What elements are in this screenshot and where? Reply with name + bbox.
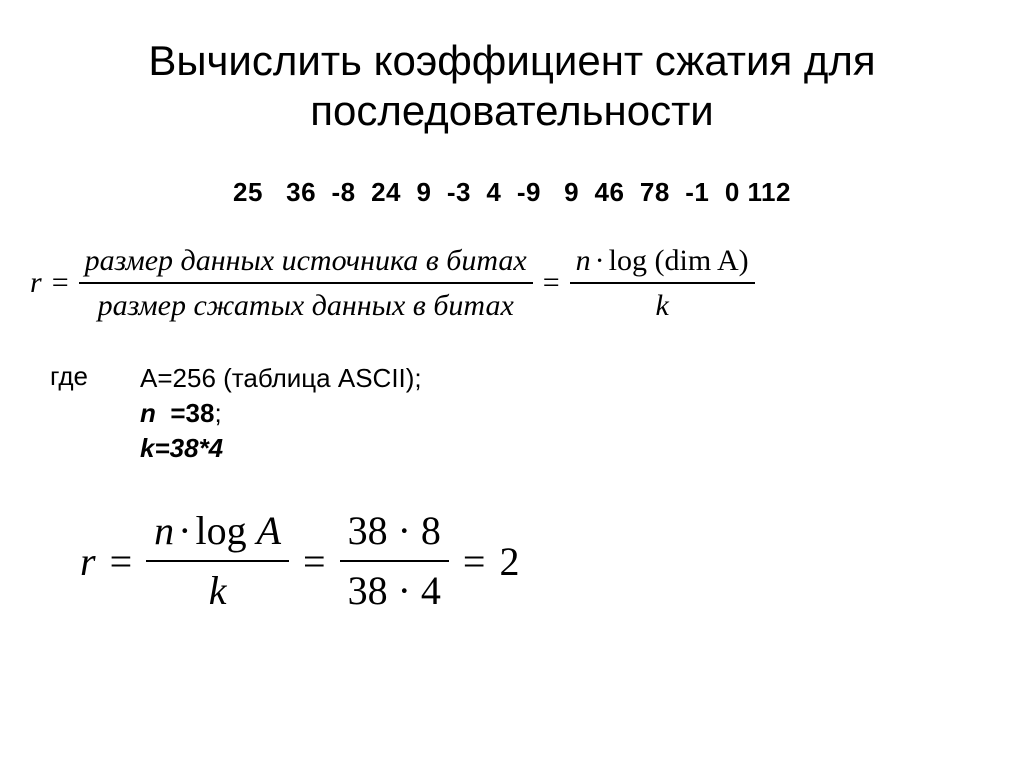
- equals-sign: =: [449, 538, 500, 585]
- formula2-num-denominator: 38 · 4: [340, 562, 449, 616]
- where-line-n: n =38;: [140, 396, 422, 431]
- dot-operator: ·: [591, 244, 609, 277]
- title-line1: Вычислить коэффициент сжатия для: [148, 37, 875, 84]
- number-sequence: 25 36 -8 24 9 -3 4 -9 9 46 78 -1 0 112: [30, 177, 994, 208]
- formula1-sym-numerator: n·log (dim A): [570, 242, 755, 285]
- formula2-num-numerator: 38 · 8: [340, 506, 449, 562]
- var-n: n: [576, 244, 591, 277]
- where-block: где А=256 (таблица ASCII); n =38; k=38*4: [50, 361, 994, 466]
- formula-computation: r = n·log A k = 38 · 8 38 · 4 = 2: [80, 506, 994, 616]
- equals-sign: =: [289, 538, 340, 585]
- formula2-sym-denominator: k: [201, 562, 235, 616]
- dim-a-text: (dim A): [655, 244, 749, 277]
- where-line-a: А=256 (таблица ASCII);: [140, 361, 422, 396]
- formula1-fraction-words: размер данных источника в битах размер с…: [79, 242, 533, 325]
- formula1-sym-denominator: k: [650, 284, 675, 325]
- where-n-rest: =38: [156, 398, 215, 428]
- title-line2: последовательности: [310, 87, 714, 134]
- log-text: log: [195, 508, 246, 553]
- formula-definition: r = размер данных источника в битах разм…: [30, 242, 994, 325]
- equals-sign: =: [42, 266, 79, 300]
- formula1-fraction-symbolic: n·log (dim A) k: [570, 242, 755, 325]
- formula1-numerator: размер данных источника в битах: [79, 242, 533, 285]
- where-n-var: n: [140, 398, 156, 428]
- formula2-lhs: r: [80, 538, 96, 585]
- var-n: n: [154, 508, 174, 553]
- formula2-fraction-numeric: 38 · 8 38 · 4: [340, 506, 449, 616]
- formula1-lhs: r: [30, 266, 42, 300]
- formula2-sym-numerator: n·log A: [146, 506, 289, 562]
- where-lines: А=256 (таблица ASCII); n =38; k=38*4: [140, 361, 422, 466]
- formula2-fraction-symbolic: n·log A k: [146, 506, 289, 616]
- log-text: log: [609, 244, 647, 277]
- where-n-semicolon: ;: [214, 398, 221, 428]
- dot-operator: ·: [174, 508, 195, 553]
- var-a: A: [257, 508, 281, 553]
- formula1-denominator: размер сжатых данных в битах: [92, 284, 520, 325]
- slide: Вычислить коэффициент сжатия для последо…: [0, 0, 1024, 767]
- page-title: Вычислить коэффициент сжатия для последо…: [30, 36, 994, 137]
- where-label: где: [50, 361, 140, 466]
- equals-sign: =: [96, 538, 147, 585]
- equals-sign: =: [533, 266, 570, 300]
- formula2-result: 2: [499, 538, 519, 585]
- where-line-k: k=38*4: [140, 431, 422, 466]
